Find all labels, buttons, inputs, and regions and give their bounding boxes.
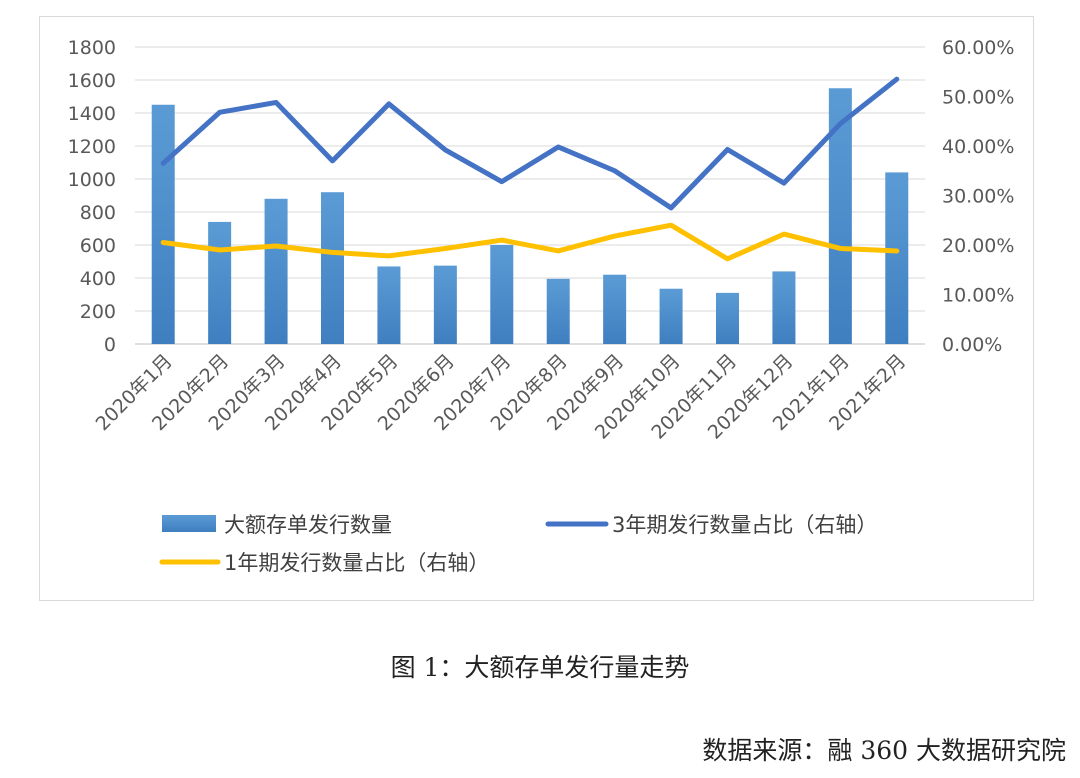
bar [321,192,344,344]
left-axis-tick-label: 1600 [68,70,116,92]
bar [603,274,627,344]
left-axis-tick-label: 1000 [68,169,116,191]
bar [828,88,852,344]
chart-svg: 0 200 400 600 800 1000 1200 1400 1600 1800 0.00% 1… [68,37,1015,575]
bar [151,104,175,344]
left-axis-tick-label: 600 [80,235,116,257]
left-axis-tick-label: 1400 [68,103,116,125]
bar [208,221,232,344]
left-axis-tick-label: 400 [80,268,116,290]
series-line [160,76,900,211]
legend-label: 1年期发行数量占比（右轴） [224,551,489,575]
legend: 大额存单发行数量 3年期发行数量占比（右轴） 1年期发行数量占比（右轴） [159,513,877,575]
left-axis-tick-label: 200 [80,301,116,323]
right-axis-tick-label: 20.00% [942,235,1014,257]
left-axis-tick-label: 1800 [68,37,116,59]
right-axis-tick-label: 40.00% [942,136,1014,158]
legend-bar-swatch [162,515,216,532]
legend-label: 大额存单发行数量 [224,513,392,537]
left-axis-ticks: 0 200 400 600 800 1000 1200 1400 1600 1800 [68,37,116,356]
right-axis-tick-label: 30.00% [942,186,1014,208]
gridlines [135,46,925,345]
bar [546,278,570,344]
right-axis-tick-label: 50.00% [942,87,1014,109]
left-axis-tick-label: 1200 [68,136,116,158]
data-source: 数据来源：融 360 大数据研究院 [702,736,1066,765]
x-axis-labels: 2020年1月2020年2月2020年3月2020年4月2020年5月2020年… [92,350,911,444]
bar [377,266,401,344]
chart-frame: 0 200 400 600 800 1000 1200 1400 1600 1800 0.00% 1… [39,16,1034,601]
legend-label: 3年期发行数量占比（右轴） [612,513,877,537]
right-axis-tick-label: 0.00% [942,334,1002,356]
line-series [160,76,900,262]
bar [885,172,909,344]
bar [433,265,457,344]
bar-series [151,88,909,344]
bar [264,198,288,344]
left-axis-tick-label: 800 [80,202,116,224]
figure-caption: 图 1：大额存单发行量走势 [390,653,690,682]
bar [490,245,514,344]
right-axis-ticks: 0.00% 10.00% 20.00% 30.00% 40.00% 50.00% 60.00… [942,37,1014,356]
bar [716,292,739,344]
bar [659,288,683,344]
series-line [160,222,900,262]
right-axis-tick-label: 60.00% [942,37,1014,59]
bar [772,271,796,344]
left-axis-tick-label: 0 [104,334,116,356]
right-axis-tick-label: 10.00% [942,285,1014,307]
